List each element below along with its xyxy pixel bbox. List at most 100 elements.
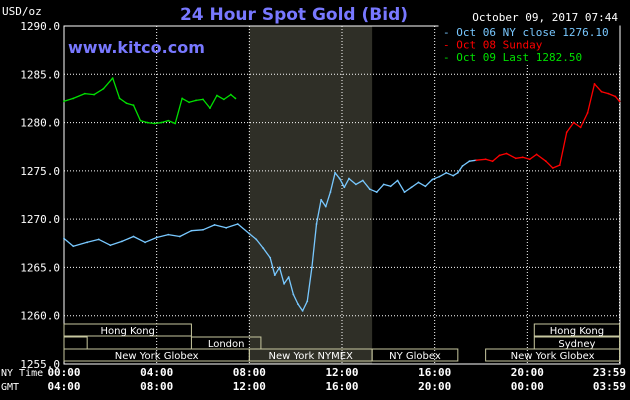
session-label: Hong Kong (101, 326, 155, 337)
data-point (329, 191, 332, 194)
y-tick-label: 1275.0 (20, 165, 60, 178)
series-line-2 (63, 77, 236, 125)
gmt-row-label: GMT (1, 382, 19, 393)
data-point (355, 183, 357, 186)
data-point (146, 121, 149, 124)
data-point (155, 236, 158, 239)
data-point (109, 244, 112, 247)
data-point (273, 274, 276, 277)
data-point (600, 90, 603, 93)
y-axis-ticks: 1290.0 1285.0 1280.0 1275.0 1270.0 1265.0 1260… (20, 20, 60, 371)
x-tick-label-ny: 23:59 (593, 366, 626, 379)
data-point (498, 154, 501, 157)
data-point (213, 224, 216, 226)
chart-title: 24 Hour Spot Gold (Bid) (180, 5, 408, 25)
legend-box (438, 23, 620, 65)
data-point (190, 229, 193, 232)
data-point (301, 309, 304, 312)
data-point (396, 179, 399, 182)
data-point (491, 160, 494, 163)
data-point (167, 119, 170, 122)
data-point (334, 171, 336, 174)
data-point (132, 235, 135, 238)
legend-entry: - Oct 09 Last 1282.50 (443, 51, 582, 64)
session-box (533, 323, 621, 337)
data-point (456, 171, 459, 174)
session-label: Hong Kong (550, 326, 604, 337)
data-point (593, 83, 596, 85)
series-line-0 (63, 159, 477, 312)
data-point (248, 232, 251, 235)
legend-entry: - Oct 06 NY close 1276.10 (443, 26, 609, 39)
data-point (461, 165, 464, 167)
data-point (174, 122, 177, 125)
plot-frame (63, 25, 621, 365)
data-point (139, 119, 142, 122)
data-point (132, 104, 135, 107)
y-tick-label: 1290.0 (20, 20, 60, 33)
data-point (484, 158, 487, 161)
data-point (160, 121, 163, 124)
data-point (121, 240, 123, 243)
data-point (521, 156, 524, 159)
data-point (269, 256, 272, 259)
x-tick-label-ny: 08:00 (233, 366, 266, 379)
session-label: New York Globex (115, 351, 199, 362)
data-point (125, 102, 128, 105)
data-point (216, 94, 218, 97)
x-tick-label-ny: 16:00 (418, 366, 451, 379)
data-point (111, 77, 114, 80)
data-point (234, 97, 237, 100)
x-tick-label-gmt: 03:59 (593, 380, 626, 393)
x-tick-label-gmt: 12:00 (233, 380, 266, 393)
data-point (86, 241, 89, 244)
session-box (485, 348, 621, 362)
data-point (278, 266, 281, 269)
data-point (181, 97, 184, 100)
data-point (475, 159, 478, 162)
y-tick-label: 1255.0 (20, 358, 60, 371)
y-tick-label: 1270.0 (20, 213, 60, 226)
x-tick-label-gmt: 00:00 (511, 380, 544, 393)
data-point (236, 223, 239, 225)
data-point (262, 247, 265, 250)
session-label: Sydney (558, 339, 595, 350)
data-point (431, 178, 434, 181)
data-point (315, 223, 318, 225)
session-label: NY Globex (389, 351, 441, 362)
data-point (97, 238, 100, 241)
data-point (375, 191, 378, 194)
data-point (586, 112, 589, 114)
data-point (283, 282, 285, 285)
data-point (118, 97, 121, 100)
x-tick-label-gmt: 04:00 (47, 380, 80, 393)
y-axis-unit: USD/oz (2, 5, 42, 18)
session-box (371, 348, 459, 362)
data-point (297, 303, 299, 306)
data-point (225, 226, 228, 229)
session-label: New York Globex (511, 351, 595, 362)
chart-datetime: October 09, 2017 07:44 (472, 11, 618, 24)
x-tick-label-gmt: 08:00 (140, 380, 173, 393)
data-point (348, 177, 350, 180)
data-point (468, 160, 471, 163)
data-point (452, 174, 455, 177)
x-axis-ticks: NY TimeGMT00:0004:0004:0008:0008:0012:00… (1, 366, 626, 393)
data-point (63, 237, 65, 240)
x-tick-label-ny: 00:00 (47, 366, 80, 379)
data-point (361, 179, 364, 182)
data-point (389, 185, 392, 188)
data-point (544, 160, 547, 163)
data-point (72, 245, 75, 248)
nymex-shaded-region (249, 26, 373, 364)
data-point (505, 152, 508, 155)
data-point (229, 93, 232, 96)
data-point (618, 100, 621, 103)
y-tick-label: 1280.0 (20, 117, 60, 130)
data-point (558, 164, 561, 166)
data-point (222, 98, 225, 101)
data-point (202, 228, 204, 231)
data-point (368, 188, 371, 191)
data-point (209, 107, 211, 109)
data-point (178, 235, 181, 238)
